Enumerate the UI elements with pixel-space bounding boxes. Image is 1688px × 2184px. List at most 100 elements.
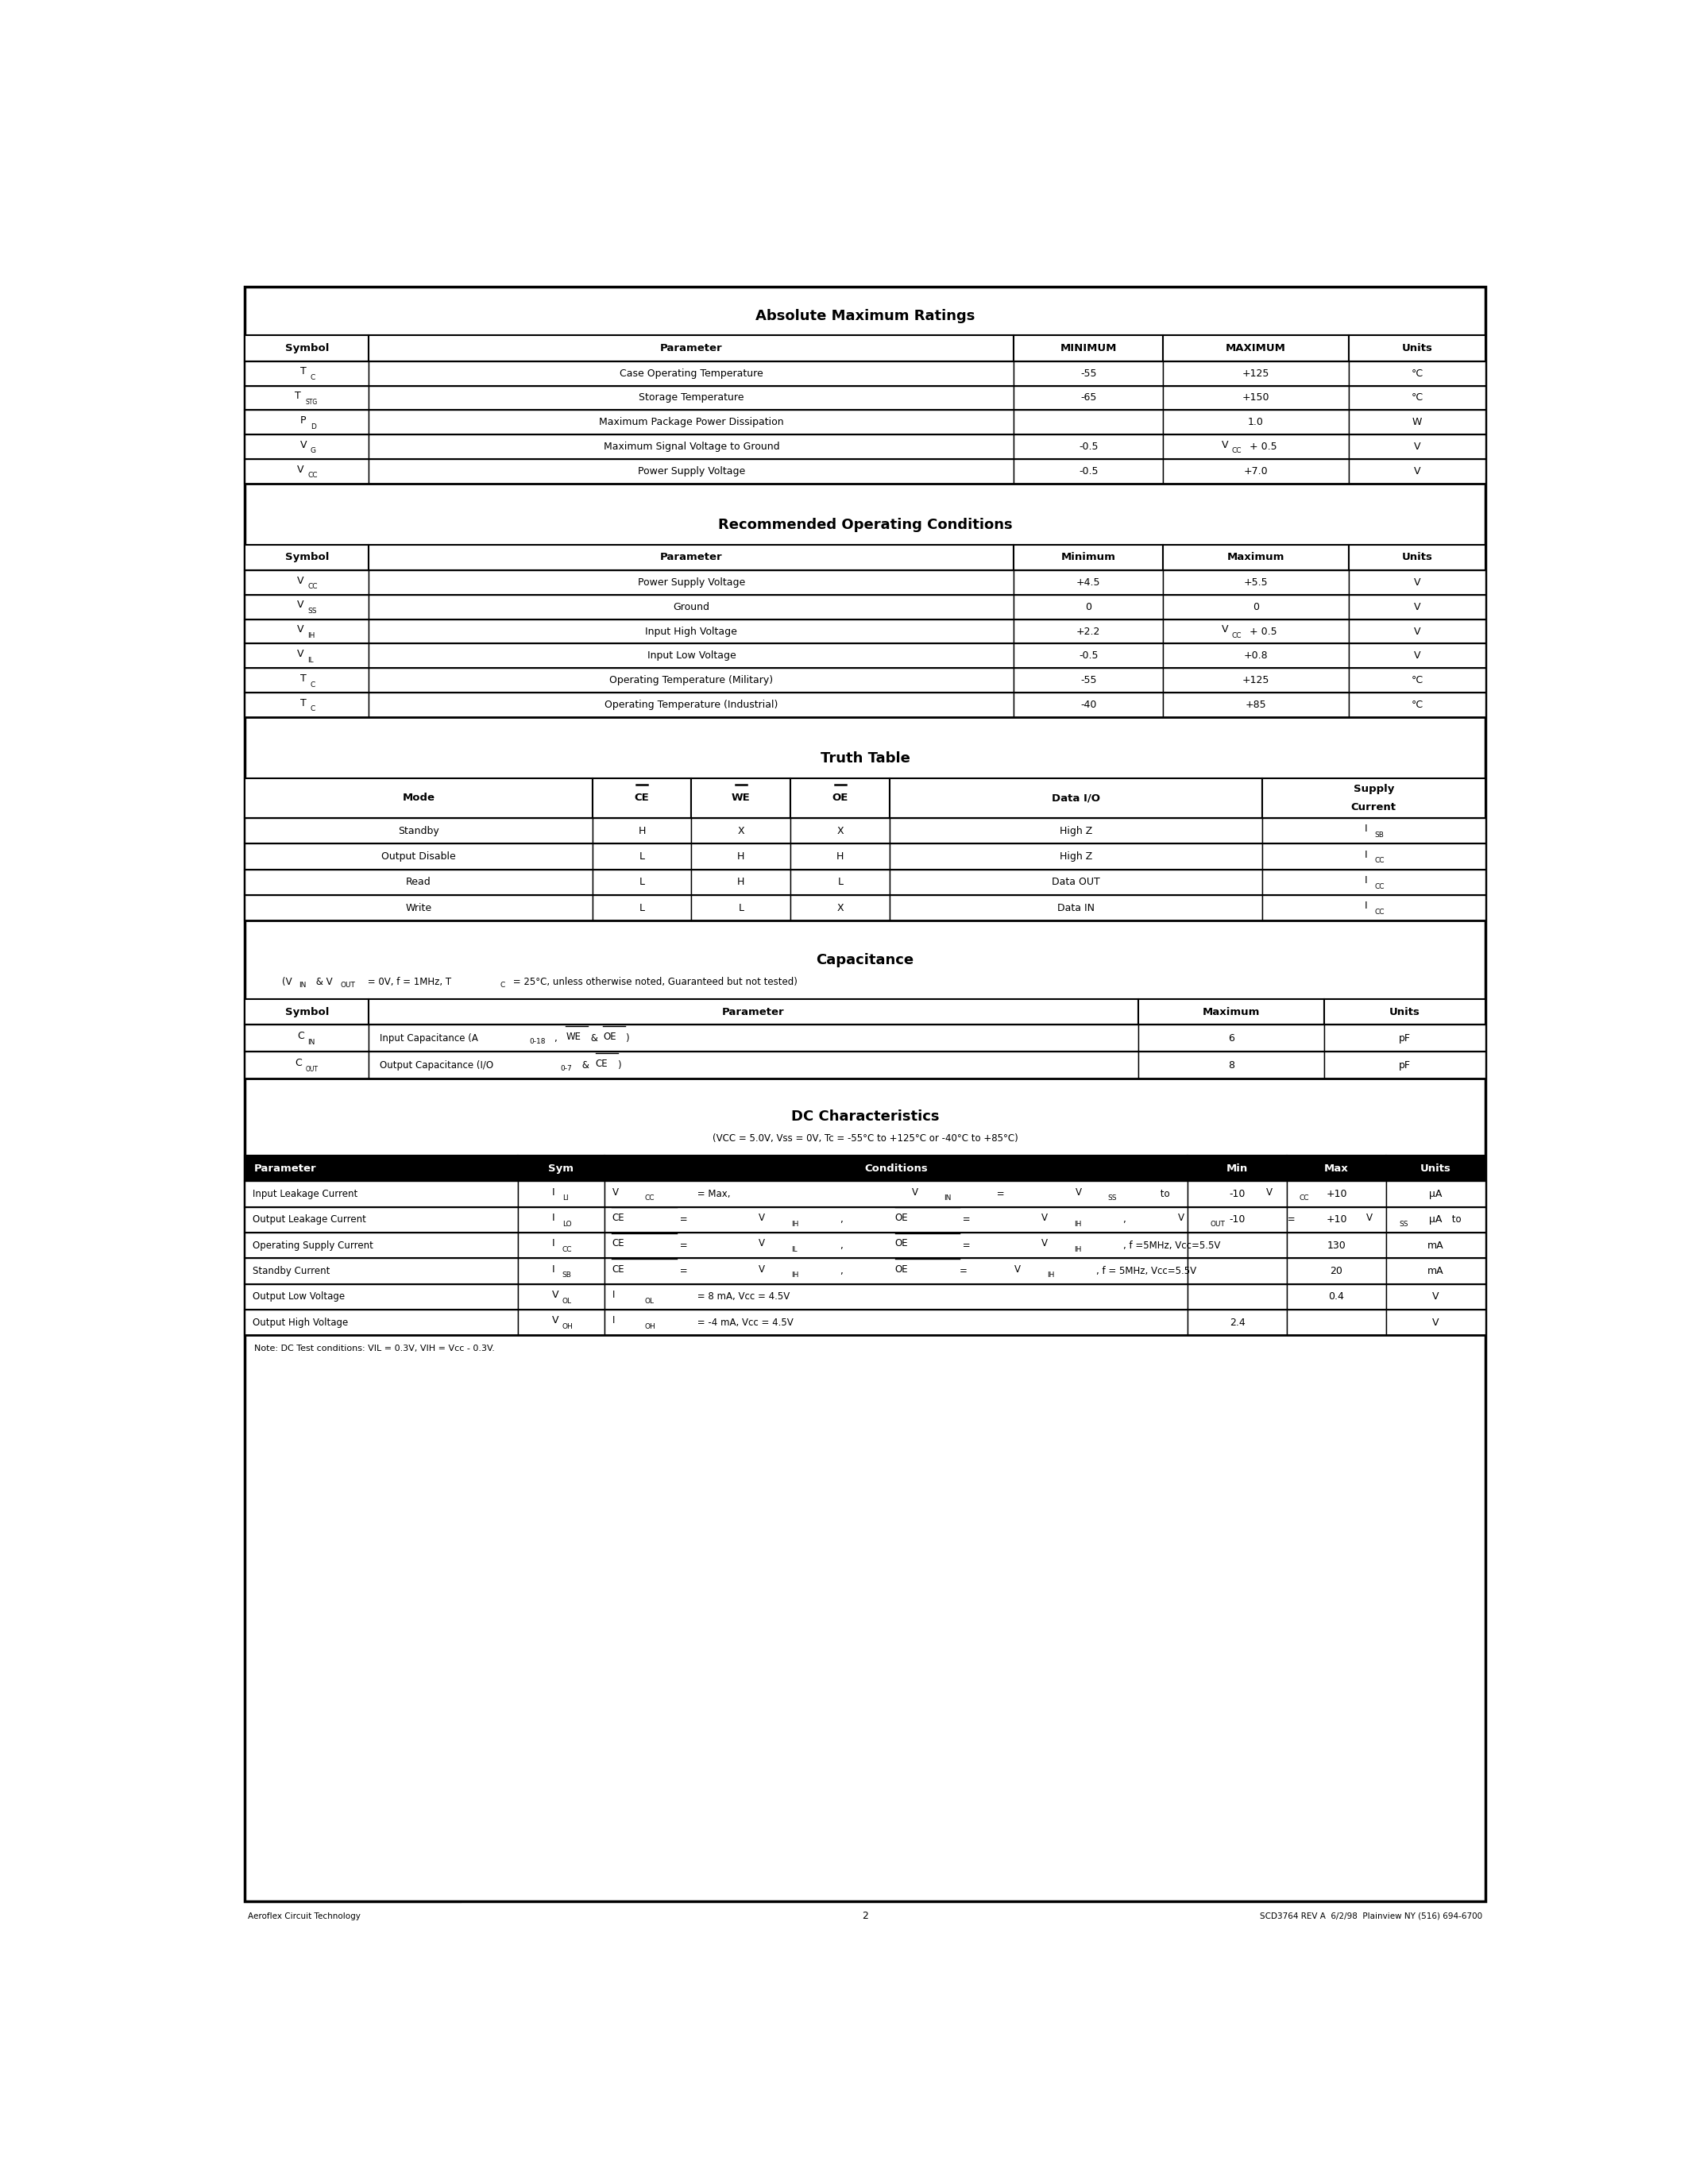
Text: CC: CC [307, 472, 317, 478]
Text: 2: 2 [863, 1911, 868, 1922]
Text: CC: CC [1374, 856, 1384, 865]
Bar [518, 1182, 604, 1208]
Bar [1386, 1182, 1485, 1208]
Text: V: V [297, 649, 304, 660]
Bar [1286, 1310, 1386, 1334]
Text: Operating Temperature (Military): Operating Temperature (Military) [609, 675, 773, 686]
Text: IH: IH [1074, 1221, 1082, 1227]
Bar [1188, 1284, 1286, 1310]
Text: IN: IN [299, 983, 306, 989]
Text: WE: WE [565, 1031, 581, 1042]
Text: 0: 0 [1252, 603, 1259, 612]
Bar [245, 1182, 518, 1208]
Text: Operating Temperature (Industrial): Operating Temperature (Industrial) [604, 699, 778, 710]
Text: Parameter: Parameter [660, 343, 722, 354]
Text: =: = [960, 1214, 974, 1225]
Bar [1014, 644, 1163, 668]
Text: I: I [1364, 900, 1367, 911]
Text: Input Capacitance (A: Input Capacitance (A [380, 1033, 478, 1044]
Text: , f =5MHz, Vcc=5.5V: , f =5MHz, Vcc=5.5V [1124, 1241, 1220, 1251]
Bar [1286, 1208, 1386, 1232]
Bar [1163, 692, 1349, 716]
Text: Units: Units [1401, 553, 1433, 563]
Bar [1163, 387, 1349, 411]
Bar [1163, 411, 1349, 435]
Text: CC: CC [1590, 1221, 1600, 1227]
Bar [790, 895, 890, 922]
Bar [1163, 459, 1349, 483]
Text: & V: & V [312, 976, 333, 987]
Text: CE: CE [613, 1265, 625, 1275]
Bar [1349, 570, 1485, 594]
Text: V: V [1266, 1188, 1273, 1197]
Text: 8: 8 [1227, 1059, 1234, 1070]
Bar [890, 895, 1263, 922]
Bar [1163, 620, 1349, 644]
Text: Maximum Signal Voltage to Ground: Maximum Signal Voltage to Ground [603, 441, 780, 452]
Bar [245, 1208, 518, 1232]
Bar [245, 336, 1485, 360]
Text: Case Operating Temperature: Case Operating Temperature [619, 369, 763, 378]
Text: Standby Current: Standby Current [252, 1267, 329, 1275]
Text: X: X [837, 902, 844, 913]
Text: OE: OE [832, 793, 849, 804]
Text: I: I [1364, 876, 1367, 885]
Bar [1349, 435, 1485, 459]
Text: C: C [500, 983, 505, 989]
Text: to: to [1448, 1214, 1463, 1225]
Text: X: X [837, 826, 844, 836]
Bar [604, 1310, 1188, 1334]
Text: +10: +10 [1327, 1214, 1347, 1225]
Bar [245, 1310, 518, 1334]
Text: High Z: High Z [1060, 826, 1092, 836]
Bar [890, 843, 1263, 869]
Bar [692, 895, 790, 922]
Text: Input Low Voltage: Input Low Voltage [647, 651, 736, 662]
Text: I: I [552, 1265, 555, 1275]
Text: +125: +125 [1242, 369, 1269, 378]
Text: I: I [613, 1315, 614, 1326]
Text: CC: CC [645, 1195, 655, 1201]
Text: V: V [297, 625, 304, 636]
Bar [1188, 1310, 1286, 1334]
Text: μA: μA [1430, 1188, 1442, 1199]
Text: +5.5: +5.5 [1244, 577, 1268, 587]
Bar [1188, 1155, 1286, 1182]
Text: C: C [311, 681, 316, 688]
Text: Output Capacitance (I/O: Output Capacitance (I/O [380, 1059, 493, 1070]
Text: Max: Max [1325, 1164, 1349, 1173]
Bar [1138, 998, 1323, 1024]
Bar [1014, 668, 1163, 692]
Text: T: T [300, 699, 306, 708]
Bar [245, 819, 592, 843]
Text: C: C [311, 705, 316, 712]
Bar [518, 1232, 604, 1258]
Text: V: V [297, 601, 304, 609]
Text: Write: Write [405, 902, 432, 913]
Text: V: V [1415, 465, 1421, 476]
Bar [1323, 998, 1485, 1024]
Bar [790, 778, 890, 819]
Bar [1263, 843, 1485, 869]
Text: OE: OE [895, 1265, 908, 1275]
Text: T: T [300, 367, 306, 376]
Text: H: H [738, 852, 744, 863]
Text: pF: pF [1399, 1059, 1411, 1070]
Bar [370, 644, 1014, 668]
Text: Current: Current [1350, 802, 1396, 812]
Text: DC Characteristics: DC Characteristics [792, 1109, 939, 1125]
Text: STG: STG [306, 397, 317, 406]
Bar [1163, 360, 1349, 387]
Text: Data OUT: Data OUT [1052, 878, 1101, 887]
Text: Symbol: Symbol [285, 553, 329, 563]
Bar [518, 1284, 604, 1310]
Bar [1286, 1232, 1386, 1258]
Text: +4.5: +4.5 [1077, 577, 1101, 587]
Text: = 0V, f = 1MHz, T: = 0V, f = 1MHz, T [365, 976, 452, 987]
Bar [592, 819, 692, 843]
Text: +7.0: +7.0 [1244, 465, 1268, 476]
Text: G: G [311, 448, 316, 454]
Text: = 8 mA, Vcc = 4.5V: = 8 mA, Vcc = 4.5V [694, 1291, 790, 1302]
Bar [1014, 692, 1163, 716]
Text: Output Leakage Current: Output Leakage Current [252, 1214, 366, 1225]
